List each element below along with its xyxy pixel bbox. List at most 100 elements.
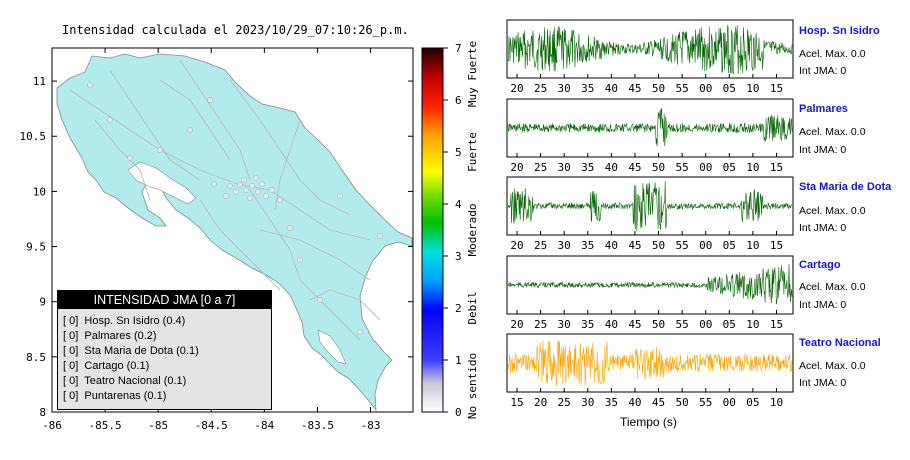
map-x-tick-label: -86 (42, 419, 62, 432)
station-name: Cartago (799, 259, 841, 271)
seismogram-tick-label: 35 (581, 318, 594, 331)
seismogram-tick-label: 45 (652, 396, 665, 409)
colorbar (421, 47, 444, 413)
map-x-tick-label: -84.5 (195, 419, 228, 432)
seismogram-frame (506, 255, 794, 315)
map-y-tick-label: 10.5 (20, 130, 47, 143)
legend-item: [ 0] Hosp. Sn Isidro (0.4) (58, 314, 271, 329)
x-axis-label: Tiempo (s) (620, 415, 677, 429)
seismogram-tick-label: 35 (581, 239, 594, 252)
seismogram-tick-label: 05 (746, 396, 759, 409)
seismogram-tick-label: 50 (652, 82, 665, 95)
map-y-tick-label: 8.5 (26, 351, 46, 364)
seismogram-tick-label: 30 (558, 161, 571, 174)
legend-item-label: Teatro Nacional (0.1) (84, 375, 187, 387)
seismogram-tick-label: 05 (723, 161, 736, 174)
seismogram-panel: 20 25 30 35 40 45 50 55 00 05 10 15 (506, 19, 794, 95)
seismogram-tick-label: 55 (699, 396, 712, 409)
station-int: Int JMA: 0 (799, 144, 847, 156)
seismogram-tick-label: 55 (676, 239, 689, 252)
map-y-tick-label: 9 (39, 296, 46, 309)
seismogram-tick-label: 15 (770, 161, 783, 174)
colorbar-category-label: Moderado (466, 204, 479, 257)
legend-item-label: Sta Maria de Dota (0.1) (84, 345, 199, 357)
seismogram-tick-label: 25 (534, 161, 547, 174)
legend-title: INTENSIDAD JMA [0 a 7] (58, 291, 271, 309)
station-acel: Acel. Max. 0.0 (799, 205, 866, 217)
station-name: Palmares (799, 103, 848, 115)
seismogram-tick-label: 05 (723, 318, 736, 331)
seismogram-tick-label: 00 (699, 82, 712, 95)
seismogram-panels: 20 25 30 35 40 45 50 55 00 05 10 15 20 25 30 35 40 45 50 55… (506, 19, 794, 409)
colorbar-ticks: 0 1 2 3 4 5 6 7 (443, 42, 462, 419)
gulf-of-nicoya (127, 161, 197, 205)
map-x-axis: -86 -85.5 -85 -84.5 -84 -83.5 -83 (42, 48, 380, 432)
legend-badge: [ 0] (63, 330, 79, 342)
station-acel: Acel. Max. 0.0 (799, 281, 866, 293)
seismogram-tick-label: 30 (558, 82, 571, 95)
map-y-tick-label: 10 (33, 185, 46, 198)
colorbar-tick-label: 0 (455, 406, 462, 419)
seismogram-tick-label: 10 (746, 161, 759, 174)
colorbar-category-label: Debil (466, 291, 479, 324)
seismogram-tick-label: 00 (699, 318, 712, 331)
intensity-legend: INTENSIDAD JMA [0 a 7] [ 0] Hosp. Sn Isi… (57, 290, 272, 410)
legend-item-label: Cartago (0.1) (84, 360, 150, 372)
map-x-tick-label: -85 (148, 419, 168, 432)
seismogram-tick-label: 55 (676, 82, 689, 95)
seismogram-tick-label: 35 (581, 82, 594, 95)
station-int: Int JMA: 0 (799, 65, 847, 77)
seismogram-tick-label: 55 (676, 161, 689, 174)
seismogram-tick-label: 40 (605, 82, 618, 95)
colorbar-labels: No sentido Debil Moderado Fuerte Muy Fuerte (466, 41, 479, 419)
colorbar-tick-label: 7 (455, 42, 462, 55)
map-y-tick-label: 8 (39, 406, 46, 419)
colorbar-tick-label: 2 (455, 302, 462, 315)
colorbar-tick-label: 6 (455, 94, 462, 107)
seismogram-trace (507, 180, 793, 231)
map-y-tick-label: 11 (33, 75, 46, 88)
seismogram-tick-label: 40 (605, 318, 618, 331)
seismogram-panel: 20 25 30 35 40 45 50 55 00 05 10 15 (506, 98, 794, 174)
seismogram-tick-label: 35 (605, 396, 618, 409)
seismogram-tick-label: 20 (510, 82, 523, 95)
seismogram-tick-label: 30 (558, 239, 571, 252)
seismogram-panel: 20 25 30 35 40 45 50 55 00 05 10 15 (506, 176, 794, 252)
colorbar-tick-label: 3 (455, 250, 462, 263)
seismogram-tick-label: 50 (676, 396, 689, 409)
legend-item-label: Hosp. Sn Isidro (0.4) (84, 315, 186, 327)
seismogram-tick-label: 10 (746, 239, 759, 252)
seismogram-trace (507, 25, 793, 75)
seismogram-panel: 20 25 30 35 40 45 50 55 00 05 10 15 (506, 255, 794, 331)
map-x-tick-label: -85.5 (89, 419, 122, 432)
seismogram-trace (507, 264, 793, 305)
legend-item: [ 0] Cartago (0.1) (58, 359, 271, 374)
colorbar-category-label: Muy Fuerte (466, 41, 479, 107)
seismogram-tick-label: 00 (699, 161, 712, 174)
colorbar-category-label: Fuerte (466, 132, 479, 172)
station-int: Int JMA: 0 (799, 377, 847, 389)
seismogram-tick-label: 40 (605, 239, 618, 252)
seismogram-trace (507, 107, 793, 147)
seismogram-tick-label: 40 (605, 161, 618, 174)
seismogram-tick-label: 10 (770, 396, 783, 409)
legend-item-label: Puntarenas (0.1) (84, 390, 167, 402)
road-network (69, 59, 381, 341)
seismogram-tick-label: 50 (652, 239, 665, 252)
seismogram-tick-label: 30 (558, 318, 571, 331)
legend-item-label: Palmares (0.2) (84, 330, 157, 342)
legend-badge: [ 0] (63, 345, 79, 357)
seismogram-tick-label: 15 (510, 396, 523, 409)
station-acel: Acel. Max. 0.0 (799, 48, 866, 60)
seismogram-tick-label: 25 (534, 82, 547, 95)
seismogram-tick-label: 05 (723, 239, 736, 252)
golfo-dulce (317, 329, 347, 365)
legend-item: [ 0] Sta Maria de Dota (0.1) (58, 344, 271, 359)
station-int: Int JMA: 0 (799, 299, 847, 311)
seismogram-tick-label: 05 (723, 82, 736, 95)
colorbar-category-label: No sentido (466, 353, 479, 419)
station-name: Sta Maria de Dota (799, 181, 892, 193)
seismogram-trace (507, 340, 793, 386)
seismogram-tick-label: 45 (628, 82, 641, 95)
seismogram-tick-label: 15 (770, 239, 783, 252)
